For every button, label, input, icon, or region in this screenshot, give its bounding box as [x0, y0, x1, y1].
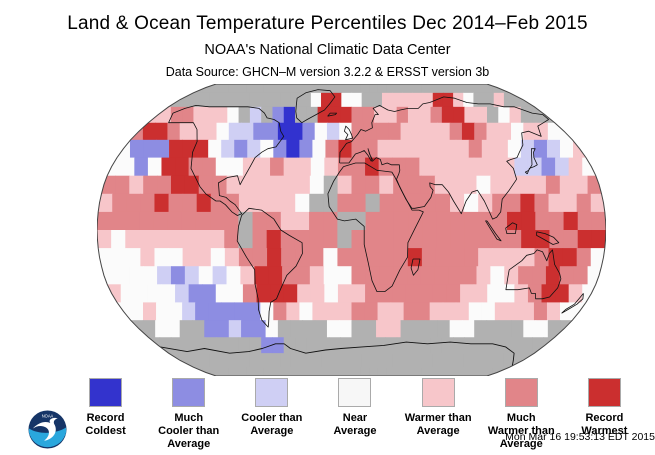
legend-item: Much Warmer than Average	[480, 378, 563, 451]
noaa-logo: NOAA	[28, 410, 67, 449]
legend-label: Record Coldest	[85, 412, 126, 437]
world-map	[96, 83, 607, 377]
timestamp: Mon Mar 16 19:53:13 EDT 2015	[505, 431, 655, 443]
legend-item: Record Coldest	[64, 378, 147, 451]
noaa-logo-text: NOAA	[42, 413, 54, 418]
legend-item: Much Cooler than Average	[147, 378, 230, 451]
legend-swatch	[89, 378, 123, 407]
legend-label: Record Warmest	[581, 412, 628, 437]
noaa-bird-icon	[32, 417, 58, 441]
legend-item: Near Average	[313, 378, 396, 451]
legend-swatch	[504, 378, 538, 407]
legend-label: Much Cooler than Average	[158, 412, 220, 450]
page-subtitle: NOAA's National Climatic Data Center	[204, 42, 451, 58]
legend-item: Record Warmest	[563, 378, 646, 451]
legend-swatch	[338, 378, 372, 407]
legend-swatch	[421, 378, 455, 407]
legend-swatch	[172, 378, 206, 407]
header: Land & Ocean Temperature Percentiles Dec…	[0, 0, 655, 79]
legend-swatch	[255, 378, 289, 407]
legend: Record Coldest Much Cooler than Average …	[64, 378, 646, 451]
legend-label: Warmer than Average	[404, 412, 472, 437]
legend-item: Warmer than Average	[397, 378, 480, 451]
legend-label: Near Average	[333, 412, 377, 437]
data-source-line: Data Source: GHCN–M version 3.2.2 & ERSS…	[165, 65, 490, 79]
legend-item: Cooler than Average	[230, 378, 313, 451]
legend-label: Much Warmer than Average	[487, 412, 555, 450]
legend-label: Cooler than Average	[241, 412, 303, 437]
world-map-container	[96, 83, 607, 377]
page-title: Land & Ocean Temperature Percentiles Dec…	[67, 13, 588, 34]
legend-swatch	[587, 378, 621, 407]
